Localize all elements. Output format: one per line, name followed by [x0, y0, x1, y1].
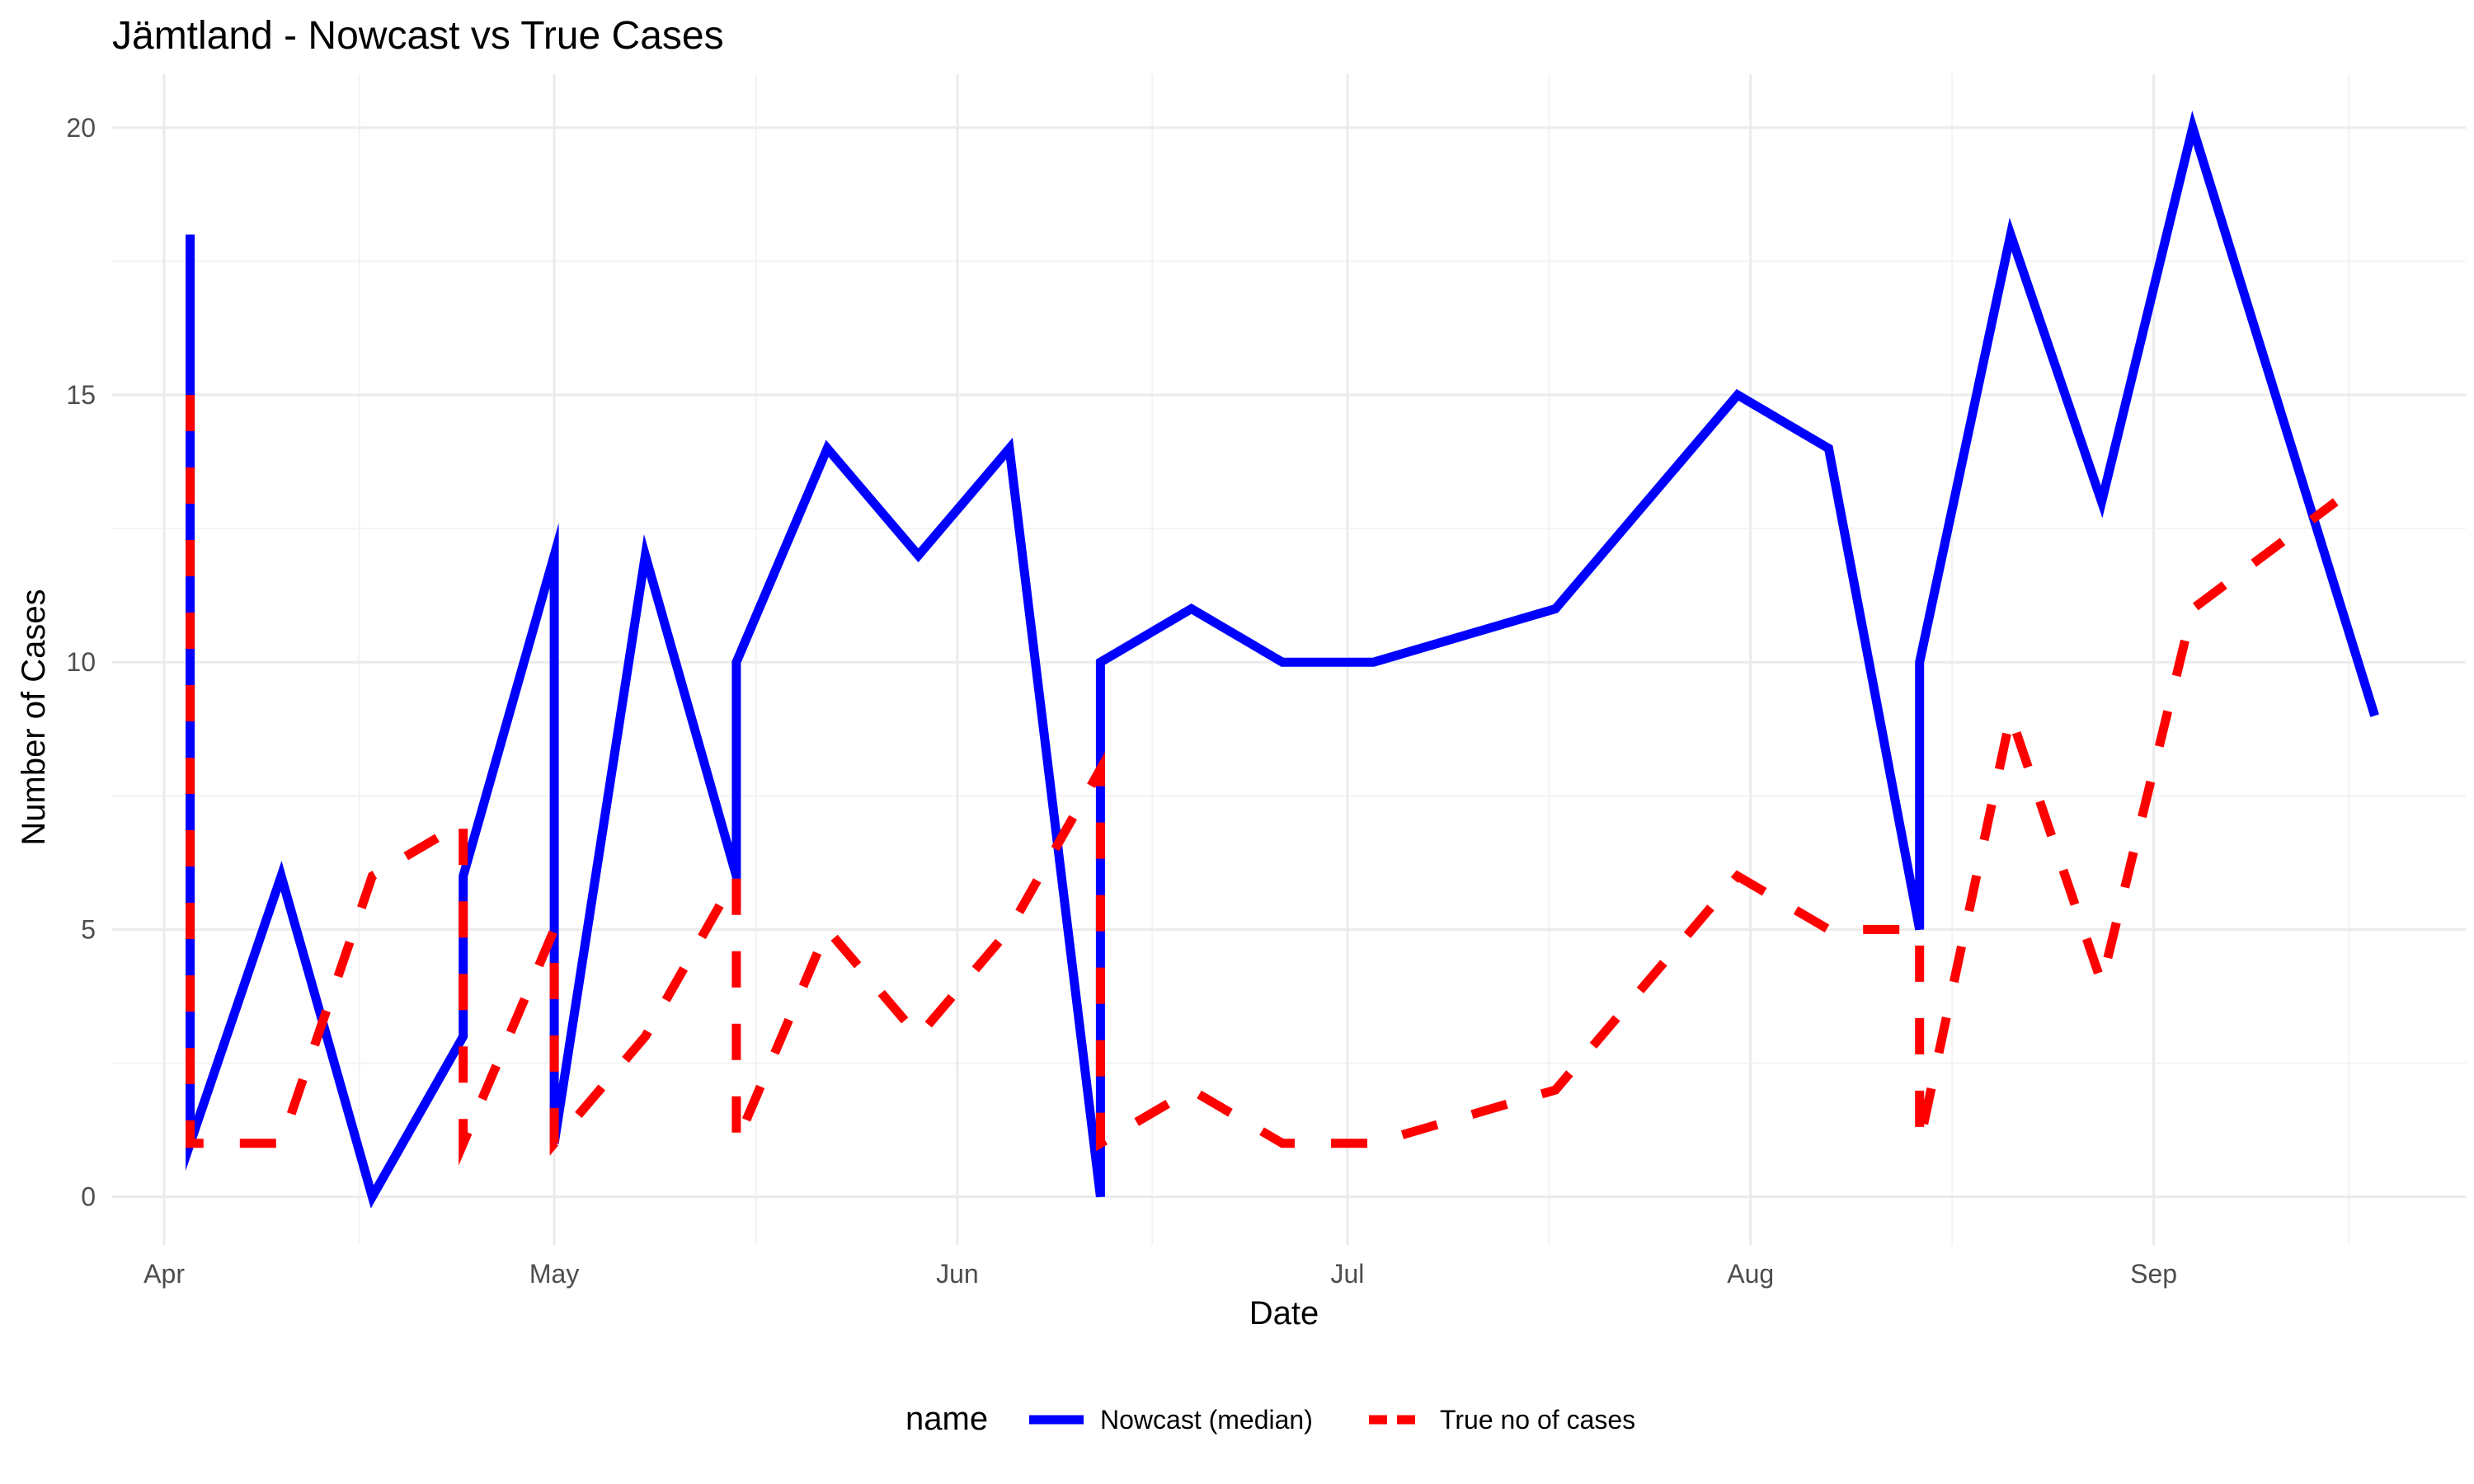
x-tick-labels: Apr May Jun Jul Aug Sep: [143, 1259, 2177, 1289]
series-line-2: [186, 395, 2339, 1187]
y-tick-label: 20: [66, 113, 96, 143]
y-tick-label: 10: [66, 647, 96, 677]
x-axis-title: Date: [1249, 1295, 1319, 1331]
y-tick-label: 0: [81, 1182, 96, 1212]
x-tick-label: Aug: [1727, 1259, 1774, 1289]
legend: name Nowcast (median) True no of cases: [905, 1401, 1635, 1437]
legend-label-2: True no of cases: [1440, 1405, 1635, 1435]
y-tick-label: 5: [81, 914, 96, 944]
x-tick-label: Jul: [1331, 1259, 1365, 1289]
legend-item-2: True no of cases: [1369, 1405, 1635, 1435]
series-layer: [186, 110, 2379, 1209]
legend-item-1: Nowcast (median): [1029, 1405, 1313, 1435]
x-tick-label: Apr: [143, 1259, 185, 1289]
series-line-1: [186, 110, 2379, 1209]
y-tick-label: 15: [66, 380, 96, 410]
x-tick-label: Jun: [936, 1259, 979, 1289]
x-tick-label: Sep: [2130, 1259, 2177, 1289]
x-tick-label: May: [529, 1259, 579, 1289]
legend-title: name: [905, 1401, 988, 1437]
y-axis-title: Number of Cases: [16, 589, 52, 845]
chart-title: Jämtland - Nowcast vs True Cases: [112, 14, 724, 58]
y-tick-labels: 0 5 10 15 20: [66, 113, 96, 1212]
legend-label-1: Nowcast (median): [1100, 1405, 1313, 1435]
